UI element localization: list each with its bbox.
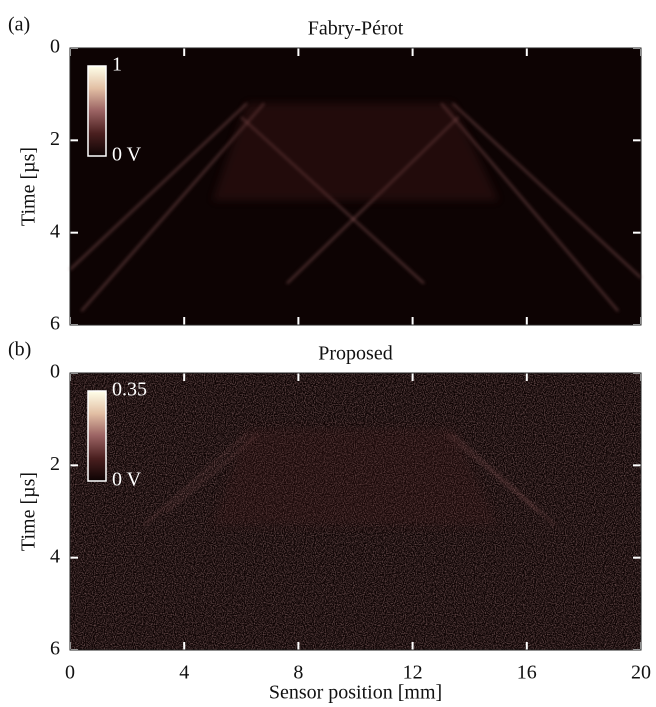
colorbar-label: 0 V [112, 144, 142, 166]
y-tick-label: 2 [50, 128, 60, 150]
panel-label: (b) [8, 339, 31, 361]
x-tick-label: 8 [293, 662, 303, 684]
y-tick-label: 6 [50, 638, 60, 660]
y-tick-label: 4 [50, 220, 60, 242]
x-tick-label: 16 [517, 662, 537, 684]
x-tick-label: 0 [65, 662, 75, 684]
y-tick-label: 2 [50, 453, 60, 475]
x-axis-label: Sensor position [mm] [269, 682, 442, 704]
x-tick-label: 4 [179, 662, 189, 684]
chart-title: Proposed [318, 343, 392, 365]
x-tick-label: 20 [631, 662, 651, 684]
colorbar [88, 66, 106, 156]
figure: 0246(a)Fabry-PérotTime [µs]10 V024604812… [0, 0, 656, 707]
y-tick-label: 4 [50, 545, 60, 567]
y-axis-label: Time [µs] [18, 147, 40, 226]
y-axis-label: Time [µs] [18, 472, 40, 551]
y-tick-label: 0 [50, 361, 60, 383]
colorbar [88, 391, 106, 481]
colorbar-label: 1 [112, 54, 122, 76]
chart-title: Fabry-Pérot [308, 18, 404, 40]
panel-label: (a) [8, 14, 30, 36]
y-tick-label: 6 [50, 313, 60, 335]
signal-glow [213, 103, 499, 200]
signal-glow [213, 428, 499, 525]
x-tick-label: 12 [403, 662, 423, 684]
colorbar-label: 0 V [112, 469, 142, 491]
colorbar-label: 0.35 [112, 379, 147, 401]
y-tick-label: 0 [50, 36, 60, 58]
